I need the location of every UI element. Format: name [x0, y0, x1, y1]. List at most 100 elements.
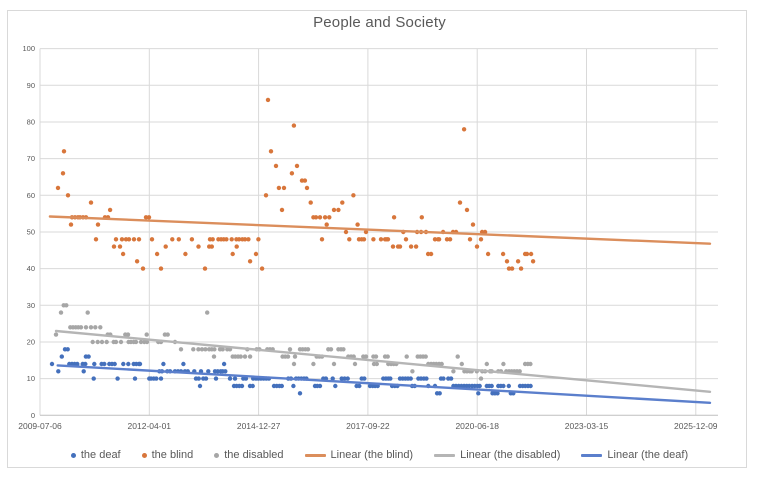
- scatter-point-the-blind: [229, 237, 234, 242]
- chart-title: People and Society: [313, 14, 446, 31]
- scatter-point-the-blind: [515, 259, 521, 264]
- legend-item-the-disabled[interactable]: the disabled: [214, 449, 284, 461]
- scatter-point-the-deaf: [181, 361, 186, 367]
- scatter-point-the-blind: [111, 244, 117, 249]
- scatter-point-the-blind: [289, 171, 295, 176]
- scatter-point-the-disabled: [459, 361, 464, 367]
- scatter-point-the-blind: [88, 200, 94, 205]
- scatter-point-the-disabled: [191, 347, 196, 352]
- scatter-point-the-blind: [294, 163, 300, 169]
- scatter-point-the-blind: [467, 237, 473, 242]
- scatter-point-the-blind: [336, 207, 341, 213]
- scatter-point-the-blind: [61, 149, 67, 154]
- scatter-point-the-blind: [170, 237, 175, 242]
- scatter-point-the-disabled: [85, 310, 90, 315]
- scatter-point-the-blind: [210, 237, 215, 242]
- scatter-point-the-deaf: [91, 376, 96, 381]
- scatter-point-the-disabled: [292, 354, 298, 359]
- scatter-point-the-deaf: [221, 361, 227, 367]
- scatter-point-the-deaf: [223, 369, 228, 374]
- scatter-point-the-deaf: [83, 361, 88, 367]
- scatter-point-the-blind: [302, 178, 308, 183]
- scatter-point-the-deaf: [56, 369, 61, 374]
- legend-item-linear-the-disabled-[interactable]: Linear (the disabled): [434, 449, 560, 461]
- scatter-point-the-deaf: [317, 383, 323, 389]
- scatter-point-the-disabled: [242, 354, 248, 359]
- scatter-point-the-deaf: [112, 361, 117, 367]
- scatter-point-the-blind: [331, 207, 337, 213]
- y-axis-tick-label: 10: [27, 374, 35, 383]
- scatter-point-the-disabled: [104, 339, 109, 345]
- scatter-point-the-disabled: [478, 376, 484, 381]
- scatter-point-the-blind: [444, 237, 450, 242]
- scatter-point-the-deaf: [213, 376, 219, 381]
- scatter-point-the-blind: [528, 251, 534, 257]
- scatter-point-the-blind: [107, 207, 113, 213]
- scatter-point-the-blind: [361, 237, 367, 242]
- scatter-point-the-disabled: [287, 347, 293, 352]
- scatter-point-the-blind: [95, 222, 101, 227]
- scatter-point-the-deaf: [161, 361, 166, 367]
- scatter-point-the-blind: [242, 237, 248, 242]
- legend-item-the-blind[interactable]: the blind: [141, 449, 193, 461]
- y-axis-tick-label: 20: [27, 337, 35, 346]
- scatter-point-the-disabled: [352, 361, 358, 367]
- scatter-point-the-disabled: [484, 361, 489, 367]
- scatter-point-the-deaf: [501, 383, 506, 389]
- trendline-linear-the-blind-: [48, 215, 712, 245]
- legend-dot-marker: [214, 452, 220, 458]
- scatter-point-the-deaf: [65, 347, 70, 352]
- x-axis-tick-label: 2014-12-27: [237, 421, 281, 431]
- scatter-point-the-blind: [506, 266, 512, 271]
- legend-item-the-deaf[interactable]: the deaf: [70, 449, 121, 461]
- scatter-point-the-blind: [313, 215, 319, 220]
- scatter-point-the-blind: [209, 244, 214, 249]
- scatter-point-the-disabled: [211, 354, 217, 359]
- scatter-point-the-deaf: [154, 376, 159, 381]
- scatter-point-the-blind: [68, 222, 74, 227]
- scatter-point-the-blind: [390, 244, 396, 249]
- legend-item-linear-the-deaf-[interactable]: Linear (the deaf): [581, 449, 688, 461]
- scatter-point-the-disabled: [178, 347, 184, 352]
- scatter-point-the-deaf: [333, 383, 338, 389]
- scatter-point-the-deaf: [528, 383, 533, 389]
- legend-item-linear-the-blind-[interactable]: Linear (the blind): [304, 449, 413, 461]
- scatter-point-the-blind: [518, 266, 524, 271]
- scatter-point-the-disabled: [247, 354, 253, 359]
- scatter-point-the-disabled: [410, 369, 415, 374]
- scatter-point-the-blind: [324, 222, 329, 227]
- scatter-point-the-deaf: [92, 361, 97, 367]
- scatter-point-the-blind: [134, 259, 140, 264]
- scatter-point-the-disabled: [501, 361, 506, 367]
- scatter-point-the-disabled: [439, 361, 444, 367]
- scatter-point-the-disabled: [196, 347, 201, 352]
- y-axis-tick-label: 100: [22, 44, 35, 53]
- scatter-point-the-deaf: [86, 354, 91, 359]
- scatter-point-the-blind: [485, 251, 491, 257]
- scatter-point-the-deaf: [357, 383, 362, 389]
- scatter-point-the-blind: [55, 185, 61, 191]
- scatter-point-the-blind: [308, 200, 313, 205]
- scatter-point-the-blind: [263, 193, 269, 198]
- scatter-point-the-blind: [413, 244, 419, 249]
- scatter-point-the-deaf: [206, 369, 211, 374]
- scatter-point-the-disabled: [373, 354, 379, 359]
- scatter-point-the-disabled: [285, 354, 291, 359]
- scatter-point-the-blind: [117, 244, 123, 249]
- scatter-point-the-deaf: [437, 391, 442, 396]
- scatter-point-the-disabled: [95, 339, 100, 345]
- scatter-point-the-blind: [279, 207, 285, 213]
- scatter-point-the-disabled: [341, 347, 346, 352]
- scatter-point-the-disabled: [118, 339, 124, 345]
- x-axis-tick-label: 2009-07-06: [18, 421, 62, 431]
- scatter-point-the-blind: [524, 251, 530, 257]
- scatter-point-the-disabled: [311, 361, 316, 367]
- scatter-point-the-deaf: [239, 383, 245, 389]
- scatter-point-the-blind: [224, 237, 229, 242]
- scatter-point-the-blind: [136, 237, 142, 242]
- trendline-linear-the-disabled-: [54, 329, 712, 393]
- scatter-point-the-blind: [319, 237, 325, 242]
- scatter-point-the-blind: [246, 237, 251, 242]
- y-axis-tick-label: 50: [27, 227, 35, 236]
